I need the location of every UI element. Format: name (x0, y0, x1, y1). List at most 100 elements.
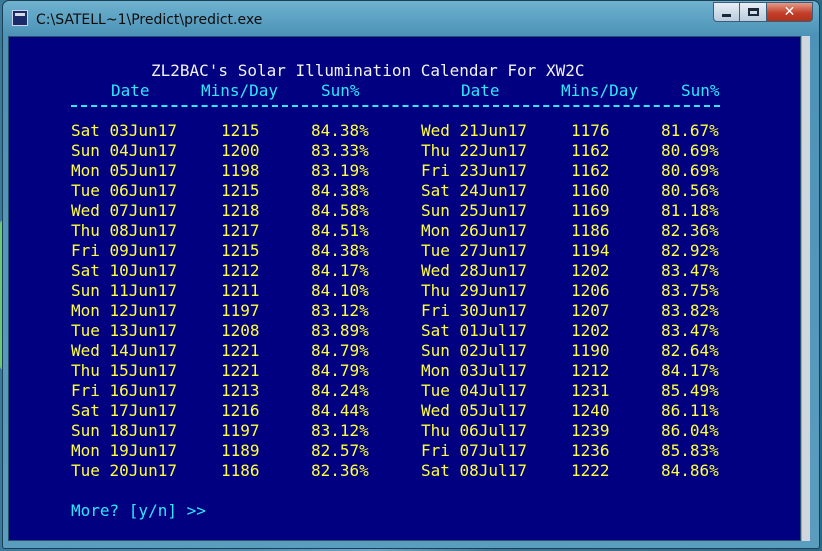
calendar-cell-date-right: Tue 27Jun17 (421, 241, 527, 260)
calendar-cell-mins-left: 1198 (221, 161, 260, 180)
calendar-cell-sun-right: 83.75% (661, 281, 719, 300)
title-bar[interactable]: C:\SATELL~1\Predict\predict.exe ✕ (3, 1, 819, 37)
calendar-cell-sun-left: 82.36% (311, 461, 369, 480)
calendar-cell-sun-left: 83.33% (311, 141, 369, 160)
calendar-cell-sun-left: 84.24% (311, 381, 369, 400)
calendar-cell-mins-left: 1208 (221, 321, 260, 340)
calendar-cell-date-right: Wed 21Jun17 (421, 121, 527, 140)
calendar-cell-sun-right: 83.47% (661, 321, 719, 340)
calendar-cell-mins-left: 1221 (221, 361, 260, 380)
calendar-cell-date-left: Fri 16Jun17 (71, 381, 177, 400)
calendar-cell-date-right: Tue 04Jul17 (421, 381, 527, 400)
calendar-cell-mins-right: 1207 (571, 301, 610, 320)
calendar-heading: ZL2BAC's Solar Illumination Calendar For… (151, 61, 585, 80)
calendar-cell-sun-right: 81.18% (661, 201, 719, 220)
maximize-icon (747, 8, 759, 16)
calendar-cell-date-right: Mon 03Jul17 (421, 361, 527, 380)
calendar-cell-date-left: Mon 05Jun17 (71, 161, 177, 180)
calendar-cell-date-right: Sat 08Jul17 (421, 461, 527, 480)
calendar-cell-mins-right: 1162 (571, 141, 610, 160)
column-header-date-right: Date (461, 81, 500, 100)
calendar-cell-mins-right: 1194 (571, 241, 610, 260)
calendar-cell-mins-right: 1202 (571, 321, 610, 340)
calendar-cell-date-left: Thu 08Jun17 (71, 221, 177, 240)
calendar-cell-sun-right: 84.17% (661, 361, 719, 380)
calendar-cell-mins-left: 1221 (221, 341, 260, 360)
calendar-cell-date-right: Fri 07Jul17 (421, 441, 527, 460)
calendar-cell-sun-left: 82.57% (311, 441, 369, 460)
calendar-cell-sun-left: 84.79% (311, 341, 369, 360)
calendar-cell-sun-right: 82.64% (661, 341, 719, 360)
calendar-cell-mins-right: 1176 (571, 121, 610, 140)
console-output[interactable]: ZL2BAC's Solar Illumination Calendar For… (8, 36, 801, 541)
calendar-cell-sun-right: 85.83% (661, 441, 719, 460)
calendar-cell-date-right: Thu 29Jun17 (421, 281, 527, 300)
calendar-cell-sun-right: 80.69% (661, 141, 719, 160)
calendar-cell-mins-right: 1186 (571, 221, 610, 240)
header-separator (71, 105, 720, 107)
calendar-cell-mins-right: 1212 (571, 361, 610, 380)
calendar-cell-mins-right: 1231 (571, 381, 610, 400)
calendar-cell-sun-left: 84.38% (311, 121, 369, 140)
calendar-cell-date-left: Sun 04Jun17 (71, 141, 177, 160)
calendar-cell-mins-right: 1236 (571, 441, 610, 460)
calendar-cell-date-right: Thu 06Jul17 (421, 421, 527, 440)
calendar-cell-date-right: Sat 01Jul17 (421, 321, 527, 340)
calendar-cell-sun-left: 83.12% (311, 301, 369, 320)
calendar-cell-date-right: Fri 23Jun17 (421, 161, 527, 180)
column-header-date-left: Date (111, 81, 150, 100)
calendar-cell-mins-left: 1217 (221, 221, 260, 240)
calendar-cell-mins-right: 1239 (571, 421, 610, 440)
calendar-cell-date-left: Sat 17Jun17 (71, 401, 177, 420)
calendar-cell-date-left: Tue 13Jun17 (71, 321, 177, 340)
close-icon: ✕ (783, 4, 796, 20)
calendar-cell-date-left: Tue 20Jun17 (71, 461, 177, 480)
column-header-mins-right: Mins/Day (561, 81, 639, 100)
minimize-button[interactable] (713, 2, 740, 22)
calendar-cell-mins-left: 1211 (221, 281, 260, 300)
calendar-cell-date-left: Sat 03Jun17 (71, 121, 177, 140)
column-header-sun-left: Sun% (321, 81, 360, 100)
calendar-cell-date-right: Wed 28Jun17 (421, 261, 527, 280)
calendar-cell-mins-left: 1218 (221, 201, 260, 220)
calendar-cell-sun-left: 84.10% (311, 281, 369, 300)
calendar-cell-mins-left: 1215 (221, 241, 260, 260)
calendar-cell-date-right: Wed 05Jul17 (421, 401, 527, 420)
calendar-cell-sun-right: 83.82% (661, 301, 719, 320)
calendar-cell-mins-right: 1240 (571, 401, 610, 420)
more-prompt: More? [y/n] >> (71, 501, 206, 520)
calendar-cell-date-right: Fri 30Jun17 (421, 301, 527, 320)
close-button[interactable]: ✕ (767, 2, 813, 22)
calendar-cell-mins-left: 1212 (221, 261, 260, 280)
calendar-cell-mins-right: 1169 (571, 201, 610, 220)
calendar-cell-sun-left: 84.58% (311, 201, 369, 220)
calendar-cell-mins-left: 1186 (221, 461, 260, 480)
console-app-icon[interactable] (12, 10, 28, 26)
calendar-cell-date-left: Thu 15Jun17 (71, 361, 177, 380)
calendar-cell-sun-right: 86.04% (661, 421, 719, 440)
calendar-cell-date-left: Sun 18Jun17 (71, 421, 177, 440)
maximize-button[interactable] (740, 2, 767, 22)
calendar-cell-date-left: Fri 09Jun17 (71, 241, 177, 260)
calendar-cell-sun-right: 81.67% (661, 121, 719, 140)
calendar-cell-date-right: Sun 02Jul17 (421, 341, 527, 360)
calendar-cell-mins-left: 1216 (221, 401, 260, 420)
calendar-cell-date-right: Thu 22Jun17 (421, 141, 527, 160)
calendar-cell-mins-right: 1222 (571, 461, 610, 480)
calendar-cell-date-left: Tue 06Jun17 (71, 181, 177, 200)
calendar-cell-date-left: Sat 10Jun17 (71, 261, 177, 280)
calendar-cell-mins-left: 1215 (221, 181, 260, 200)
minimize-icon (722, 13, 731, 17)
calendar-cell-date-right: Mon 26Jun17 (421, 221, 527, 240)
calendar-cell-sun-left: 83.89% (311, 321, 369, 340)
calendar-cell-sun-left: 84.44% (311, 401, 369, 420)
calendar-cell-sun-left: 83.12% (311, 421, 369, 440)
window-controls: ✕ (713, 2, 813, 24)
calendar-cell-mins-left: 1213 (221, 381, 260, 400)
calendar-cell-date-left: Wed 07Jun17 (71, 201, 177, 220)
column-header-mins-left: Mins/Day (201, 81, 279, 100)
calendar-cell-date-left: Sun 11Jun17 (71, 281, 177, 300)
calendar-cell-date-left: Wed 14Jun17 (71, 341, 177, 360)
console-scrollbar[interactable] (801, 36, 810, 541)
column-header-sun-right: Sun% (681, 81, 720, 100)
